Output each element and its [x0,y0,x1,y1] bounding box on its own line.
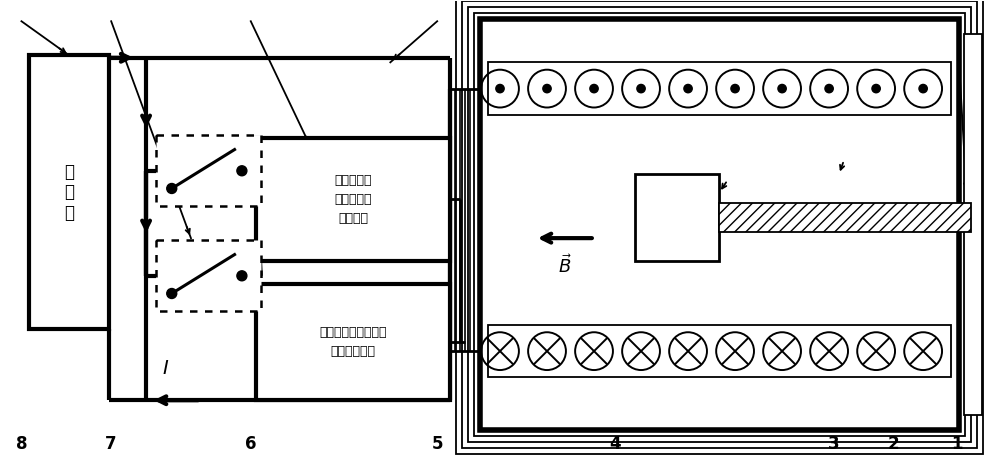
Circle shape [167,289,177,299]
Text: 电
流
源: 电 流 源 [64,163,74,222]
Bar [719,203,971,232]
Circle shape [237,166,247,176]
Circle shape [919,84,927,93]
Circle shape [872,84,880,93]
Bar [468,7,971,442]
Text: 5: 5 [431,435,443,453]
Bar [964,34,982,415]
Bar [474,13,965,436]
Text: 2: 2 [888,435,900,453]
Circle shape [731,84,739,93]
Text: $I$: $I$ [162,359,170,378]
Text: 被量子电压基准校准
的标准电压表: 被量子电压基准校准 的标准电压表 [319,326,387,358]
Text: $\vec{B}$: $\vec{B}$ [558,255,572,278]
Bar [156,240,261,311]
Circle shape [496,84,504,93]
Circle shape [684,84,692,93]
Bar [256,284,450,400]
Bar [480,19,959,430]
Bar [29,55,109,329]
Bar [488,27,951,325]
Text: 7: 7 [105,435,117,453]
Bar [456,0,983,454]
Circle shape [825,84,833,93]
Bar [480,19,959,430]
Bar [488,325,951,377]
Bar [156,136,261,206]
Bar [635,174,719,261]
Bar [488,62,951,377]
Bar [488,62,951,115]
Circle shape [590,84,598,93]
Text: 6: 6 [245,435,257,453]
Circle shape [237,271,247,281]
Bar [256,138,450,261]
Circle shape [778,84,786,93]
Circle shape [167,184,177,193]
Text: 3: 3 [828,435,840,453]
Text: 4: 4 [609,435,620,453]
Text: 8: 8 [16,435,27,453]
Circle shape [543,84,551,93]
Text: 被量子电阔
基准校准的
标准电阔: 被量子电阔 基准校准的 标准电阔 [334,174,372,225]
Bar [462,1,977,448]
Circle shape [637,84,645,93]
Text: 1: 1 [951,435,962,453]
